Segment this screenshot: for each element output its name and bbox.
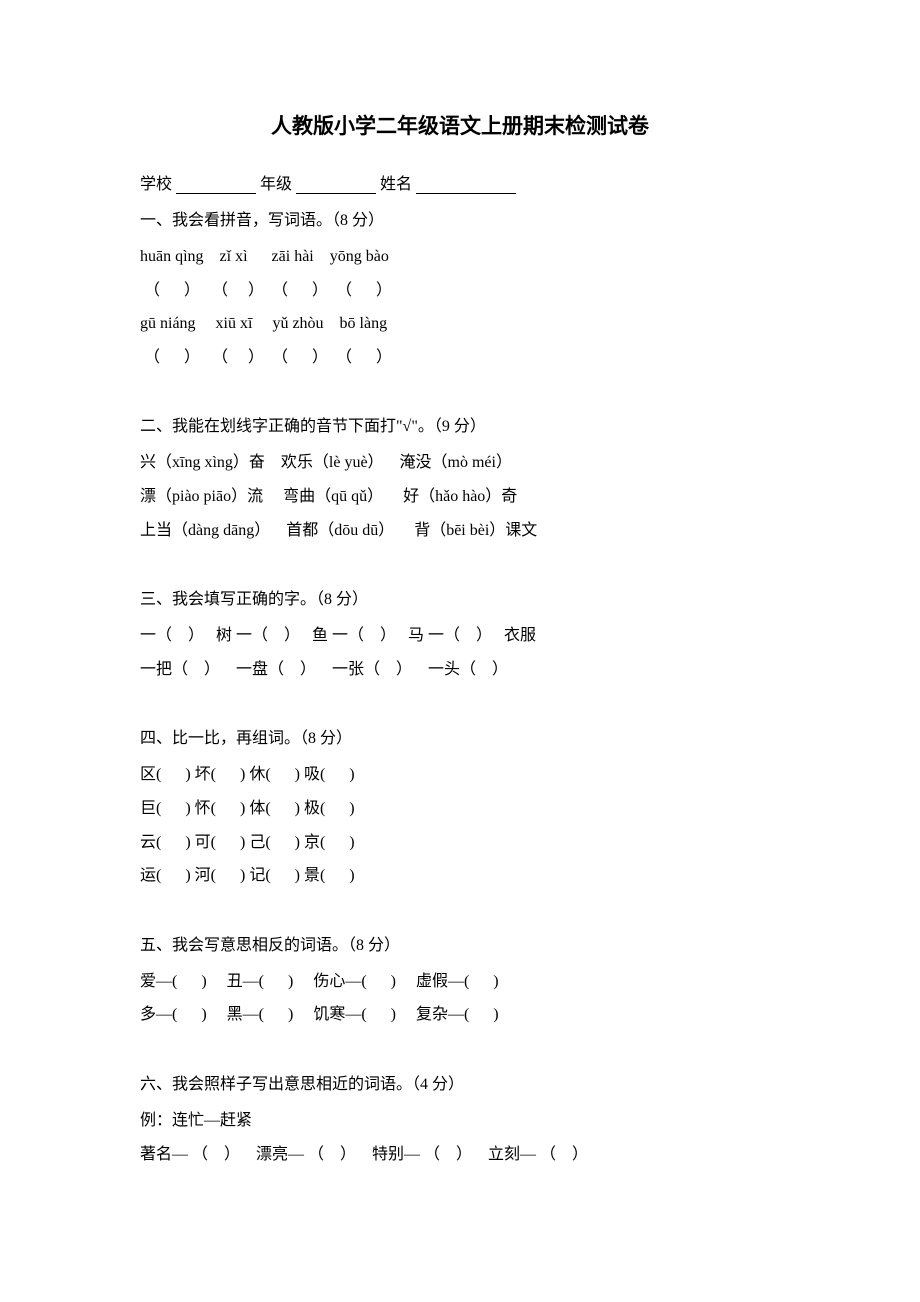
section6-row1: 例：连忙—赶紧 xyxy=(140,1104,780,1138)
section1-row4: （ ） （ ） （ ） （ ） xyxy=(140,341,780,375)
school-label: 学校 xyxy=(140,176,172,193)
exam-title: 人教版小学二年级语文上册期末检测试卷 xyxy=(140,110,780,140)
header-line: 学校 年级 姓名 xyxy=(140,170,780,194)
section2-row1: 兴（xīng xìng）奋 欢乐（lè yuè） 淹没（mò méi） xyxy=(140,446,780,480)
section6-row2: 著名— （ ） 漂亮— （ ） 特别— （ ） 立刻— （ ） xyxy=(140,1138,780,1172)
section1-row3: gū niáng xiū xī yǔ zhòu bō làng xyxy=(140,307,780,341)
section1-row2: （ ） （ ） （ ） （ ） xyxy=(140,274,780,308)
section5-row2: 多—( ) 黑—( ) 饥寒—( ) 复杂—( ) xyxy=(140,998,780,1032)
section3-heading: 三、我会填写正确的字。（8 分） xyxy=(140,585,780,609)
section3-row1: 一（ ） 树 一（ ） 鱼 一（ ） 马 一（ ） 衣服 xyxy=(140,619,780,653)
section6-heading: 六、我会照样子写出意思相近的词语。（4 分） xyxy=(140,1070,780,1094)
grade-label: 年级 xyxy=(260,176,292,193)
school-blank xyxy=(176,176,256,194)
section2-row3: 上当（dàng dāng） 首都（dōu dū） 背（bēi bèi）课文 xyxy=(140,514,780,548)
section5-row1: 爱—( ) 丑—( ) 伤心—( ) 虚假—( ) xyxy=(140,965,780,999)
section4-row1: 区( ) 坏( ) 休( ) 吸( ) xyxy=(140,758,780,792)
name-blank xyxy=(416,176,516,194)
section2-row2: 漂（piào piāo）流 弯曲（qū qǔ） 好（hǎo hào）奇 xyxy=(140,480,780,514)
section4-row4: 运( ) 河( ) 记( ) 景( ) xyxy=(140,859,780,893)
name-label: 姓名 xyxy=(380,176,412,193)
section2-heading: 二、我能在划线字正确的音节下面打"√"。（9 分） xyxy=(140,412,780,436)
section1-heading: 一、我会看拼音，写词语。（8 分） xyxy=(140,206,780,230)
section1-row1: huān qìng zǐ xì zāi hài yōng bào xyxy=(140,240,780,274)
section5-heading: 五、我会写意思相反的词语。（8 分） xyxy=(140,931,780,955)
section4-row2: 巨( ) 怀( ) 体( ) 极( ) xyxy=(140,792,780,826)
section3-row2: 一把（ ） 一盘（ ） 一张（ ） 一头（ ） xyxy=(140,653,780,687)
grade-blank xyxy=(296,176,376,194)
section4-heading: 四、比一比，再组词。（8 分） xyxy=(140,724,780,748)
section4-row3: 云( ) 可( ) 己( ) 京( ) xyxy=(140,826,780,860)
